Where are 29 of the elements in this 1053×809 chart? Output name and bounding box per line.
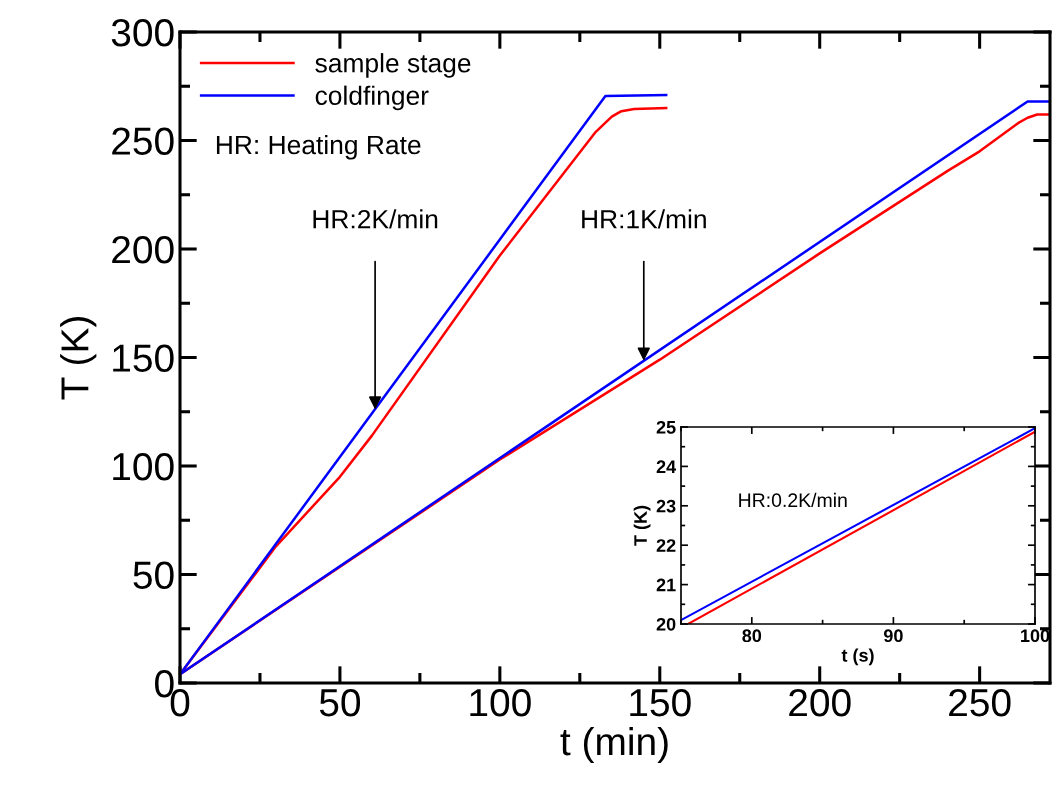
y-tick-label: 150 — [113, 344, 174, 372]
x-tick-label: 80 — [742, 629, 762, 643]
x-tick-label: 50 — [319, 688, 361, 717]
y-tick-label: 50 — [133, 561, 174, 589]
y-tick-label: 200 — [112, 235, 174, 264]
annotation: HR:2K/min — [313, 209, 438, 229]
y-tick-label: 22 — [656, 539, 676, 552]
x-axis-title: t (s) — [841, 648, 874, 666]
y-tick-label: 300 — [111, 18, 174, 47]
legend-label: sample stage — [315, 53, 471, 78]
legend-label: coldfinger — [315, 85, 429, 111]
x-tick-label: 200 — [789, 688, 851, 717]
annotation: HR:0.2K/min — [739, 492, 847, 508]
y-tick-label: 24 — [656, 460, 677, 473]
annotation: HR:1K/min — [582, 209, 706, 229]
y-axis-title: T (K) — [633, 505, 651, 546]
y-tick-label: 25 — [656, 420, 676, 434]
x-tick-label: 100 — [1021, 629, 1050, 643]
x-tick-label: 250 — [949, 688, 1011, 717]
y-tick-label: 100 — [113, 452, 174, 481]
annotation: HR: Heating Rate — [216, 134, 421, 160]
y-tick-label: 23 — [656, 499, 676, 513]
y-tick-label: 21 — [656, 578, 676, 592]
x-axis-title: t (min) — [560, 726, 668, 764]
y-tick-label: 250 — [112, 127, 174, 155]
x-tick-label: 90 — [883, 629, 903, 643]
y-axis-title: T (K) — [60, 317, 97, 400]
x-tick-label: 100 — [470, 688, 531, 717]
y-tick-label: 20 — [656, 617, 676, 631]
